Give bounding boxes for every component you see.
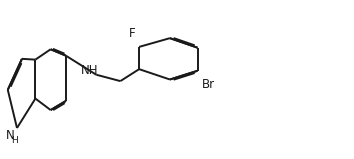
Text: Br: Br bbox=[201, 78, 215, 91]
Text: N: N bbox=[6, 129, 14, 142]
Text: NH: NH bbox=[80, 64, 98, 77]
Text: F: F bbox=[129, 27, 135, 40]
Text: H: H bbox=[11, 136, 18, 145]
